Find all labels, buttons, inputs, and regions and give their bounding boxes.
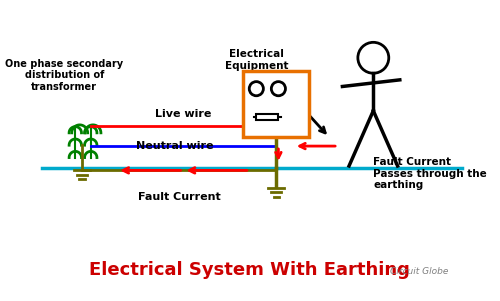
Circle shape xyxy=(272,82,285,96)
Text: Electrical
Equipment: Electrical Equipment xyxy=(224,49,288,71)
Text: Circuit Globe: Circuit Globe xyxy=(390,267,448,276)
Bar xyxy=(243,71,310,137)
Text: Live wire: Live wire xyxy=(156,109,212,119)
Bar xyxy=(256,114,278,120)
Circle shape xyxy=(358,42,389,73)
Text: Fault Current: Fault Current xyxy=(138,192,220,203)
Text: Neutral wire: Neutral wire xyxy=(136,141,214,151)
Text: Electrical System With Earthing: Electrical System With Earthing xyxy=(90,261,410,279)
Text: One phase secondary
distribution of
transformer: One phase secondary distribution of tran… xyxy=(5,59,124,92)
Circle shape xyxy=(250,82,264,96)
Text: Fault Current
Passes through the
earthing: Fault Current Passes through the earthin… xyxy=(374,157,487,190)
